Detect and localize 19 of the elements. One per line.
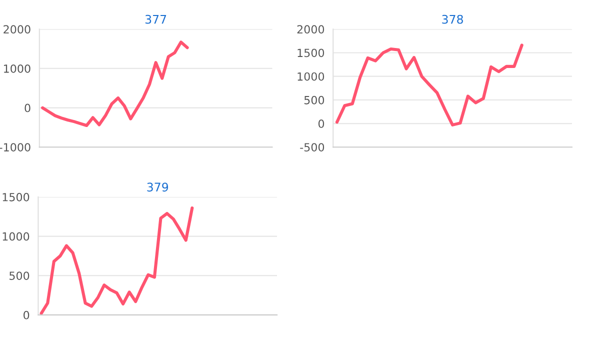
y-tick-label: 0 [318, 120, 324, 128]
line-series [335, 44, 524, 126]
y-tick-label: 1000 [4, 64, 30, 73]
chart-title: 379 [147, 182, 168, 192]
y-tick-label: 500 [10, 272, 30, 280]
y-tick-label: 500 [304, 96, 324, 104]
y-tick-label: 0 [24, 310, 30, 320]
line-series [41, 40, 189, 128]
y-tick-label: 1000 [2, 232, 30, 241]
y-tick-label: 1500 [298, 48, 324, 58]
y-tick-label: 2000 [297, 25, 324, 34]
y-tick-label: 1500 [2, 192, 30, 202]
chart-title: 377 [145, 14, 166, 24]
y-tick-label: 2000 [4, 25, 30, 34]
chart-title: 378 [442, 14, 463, 24]
y-tick-label: 0 [24, 104, 30, 112]
line-series [40, 206, 194, 315]
y-tick-label: -500 [300, 143, 324, 152]
y-tick-label: 1000 [298, 72, 324, 81]
